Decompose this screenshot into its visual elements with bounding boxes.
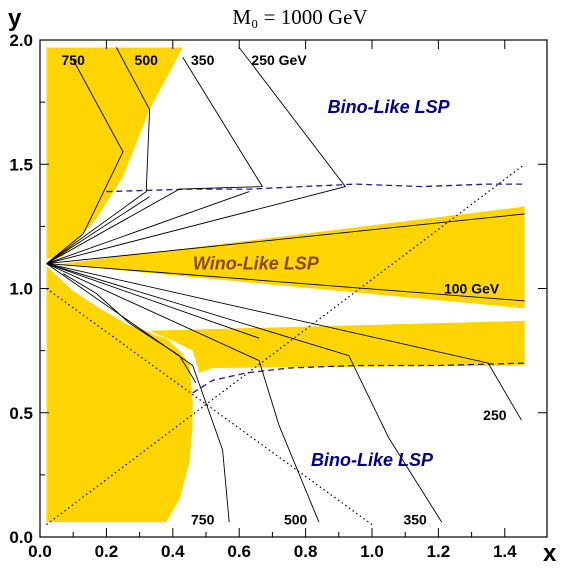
contour-line-8 [46, 213, 525, 265]
x-tick-label: 0.6 [227, 542, 251, 561]
x-tick-label: 1.0 [360, 542, 384, 561]
contour-label: 750 [62, 52, 86, 68]
contour-label: 250 GeV [251, 52, 307, 68]
shaded-region-upper-left [46, 47, 183, 259]
contour-label: 500 [135, 52, 159, 68]
x-tick-label: 1.2 [427, 542, 451, 561]
axis-ticks: 0.0 0.2 0.4 0.6 0.8 1.0 1.2 1.4 0.0 0.5 1.0 1.5 2.0 [9, 31, 547, 561]
contour-label: 100 GeV [444, 281, 500, 297]
shaded-region-lower-left [46, 266, 193, 523]
contour-line-14 [62, 273, 197, 384]
contour-line-2 [46, 47, 151, 264]
contour-line-4 [46, 47, 347, 265]
region-label: Bino-Like LSP [328, 97, 451, 117]
contour-line-10 [46, 263, 320, 523]
shaded-region-wino-band [63, 206, 525, 309]
y-axis-label: y [8, 5, 22, 32]
x-tick-label: 0.2 [95, 542, 119, 561]
region-label: Wino-Like LSP [193, 254, 320, 274]
y-tick-label: 2.0 [9, 31, 33, 50]
x-tick-label: 0.4 [161, 542, 185, 561]
chart-title: M₀ = 1000 GeV [232, 5, 367, 29]
contour-line-13 [46, 263, 260, 339]
contour-line-11 [46, 263, 443, 523]
dotted-lines [46, 163, 526, 526]
contour-label: 350 [403, 512, 427, 528]
lsp-boundary-lower-boundary [192, 362, 525, 394]
y-tick-label: 1.5 [9, 155, 33, 174]
region-labels: Bino-Like LSP Wino-Like LSP Bino-Like LSP [193, 97, 451, 470]
contour-lines [46, 47, 525, 523]
contour-label: 750 [191, 512, 215, 528]
contour-line-7 [46, 263, 525, 302]
contour-line-3 [46, 57, 264, 264]
contour-line-5 [46, 196, 150, 264]
y-tick-label: 0.0 [9, 528, 33, 547]
shaded-regions [46, 47, 525, 523]
contour-line-1 [46, 59, 124, 264]
x-tick-label: 0.8 [294, 542, 318, 561]
lsp-boundary-upper-boundary [106, 183, 525, 193]
shaded-region-lower-band [149, 320, 525, 373]
x-tick-label: 1.4 [493, 542, 517, 561]
contour-label: 250 [483, 407, 507, 423]
contour-label: 500 [284, 512, 308, 528]
y-tick-label: 1.0 [9, 280, 33, 299]
contour-labels: 750 500 350 250 GeV 100 GeV 250 750 500 350 [62, 52, 507, 528]
contour-line-12 [46, 263, 522, 421]
contour-label: 350 [191, 52, 215, 68]
contour-line-6 [46, 191, 250, 265]
dotted-line-diagonal-rising [46, 163, 526, 526]
x-axis-label: x [543, 540, 557, 567]
region-label: Bino-Like LSP [311, 450, 434, 470]
y-tick-label: 0.5 [9, 404, 33, 423]
x-tick-label: 0.0 [28, 542, 52, 561]
